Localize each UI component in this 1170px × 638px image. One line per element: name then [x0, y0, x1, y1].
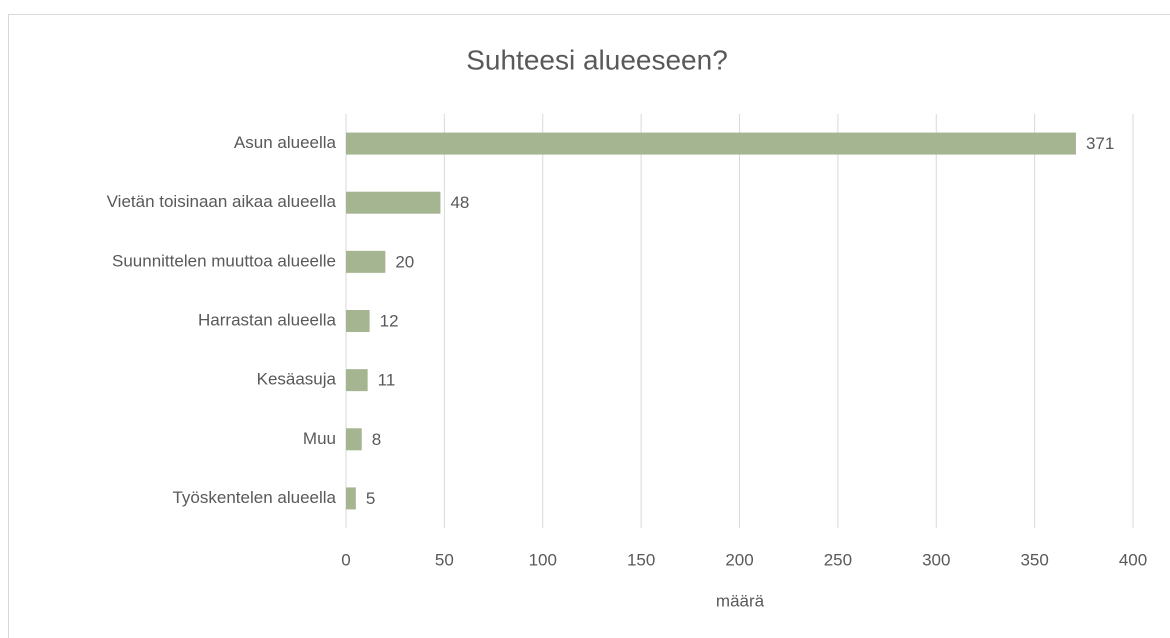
x-tick-label: 250 [824, 550, 852, 569]
y-tick-label: Muu [303, 429, 336, 448]
x-tick-label: 150 [627, 550, 655, 569]
chart-frame [8, 14, 1170, 638]
x-tick-label: 400 [1119, 550, 1147, 569]
data-label: 5 [366, 489, 375, 508]
data-label: 8 [372, 430, 381, 449]
bar [346, 310, 370, 332]
y-tick-label: Kesäasuja [257, 370, 337, 389]
y-tick-label: Työskentelen alueella [172, 488, 336, 507]
bar [346, 428, 362, 451]
x-tick-label: 100 [529, 550, 557, 569]
x-tick-label: 200 [725, 550, 753, 569]
y-tick-label: Asun alueella [234, 133, 337, 152]
y-tick-label: Vietän toisinaan aikaa alueella [107, 192, 337, 211]
data-label: 20 [395, 252, 414, 271]
x-tick-label: 50 [435, 550, 454, 569]
bar [346, 191, 441, 214]
bar [346, 369, 368, 392]
x-tick-label: 300 [922, 550, 950, 569]
x-tick-label: 0 [341, 550, 350, 569]
x-axis-label: määrä [716, 591, 765, 610]
chart-title: Suhteesi alueeseen? [466, 44, 728, 75]
bar [346, 487, 356, 510]
data-label: 371 [1086, 134, 1114, 153]
x-tick-label: 350 [1020, 550, 1048, 569]
data-label: 48 [450, 193, 469, 212]
data-label: 12 [380, 311, 399, 330]
bar [346, 132, 1076, 155]
bar [346, 250, 386, 273]
y-tick-label: Suunnittelen muuttoa alueelle [112, 251, 336, 270]
data-label: 11 [378, 371, 396, 390]
y-tick-label: Harrastan alueella [198, 310, 337, 329]
